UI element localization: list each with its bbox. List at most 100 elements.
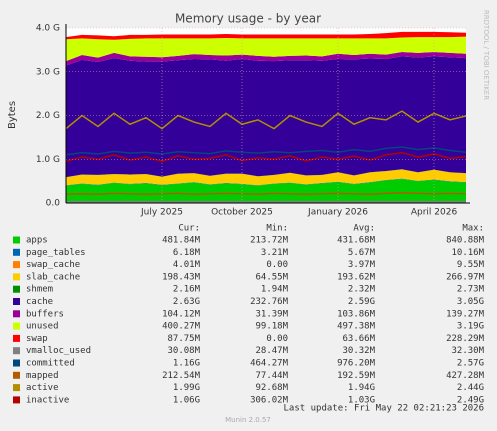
legend-stat: 0.00 (266, 334, 288, 344)
legend-stat: 5.67M (348, 248, 376, 258)
line (65, 151, 467, 163)
legend-stat: 1.99G (173, 383, 200, 393)
legend-label: committed (26, 359, 75, 369)
legend-header: Max: (462, 224, 484, 234)
legend-stat: 1.94G (348, 383, 375, 393)
legend-label: apps (26, 236, 48, 246)
legend-stat: 0.00 (266, 260, 288, 270)
legend-stat: 2.57G (457, 359, 484, 369)
legend-stat: 103.86M (337, 309, 376, 319)
legend-stat: 1.16G (173, 359, 200, 369)
legend-stat: 212.54M (162, 371, 201, 381)
legend-stat: 99.18M (255, 322, 288, 332)
legend-stat: 87.75M (167, 334, 200, 344)
area (66, 56, 466, 178)
legend-stat: 63.66M (342, 334, 375, 344)
area (66, 36, 466, 62)
legend-label: swap (26, 334, 48, 344)
legend-stat: 2.16M (173, 285, 201, 295)
legend-stat: 266.97M (446, 272, 485, 282)
legend-label: slab_cache (26, 272, 80, 282)
legend-swatch (13, 371, 20, 379)
legend-stat: 1.06G (173, 395, 200, 405)
legend-stat: 92.68M (255, 383, 288, 393)
legend-stat: 1.03G (348, 395, 375, 405)
legend-label: swap_cache (26, 260, 80, 270)
legend-label: page_tables (26, 248, 86, 258)
legend-stat: 2.44G (457, 383, 484, 393)
legend-stat: 232.76M (250, 297, 289, 307)
legend-stat: 3.19G (457, 322, 484, 332)
legend-swatch (13, 334, 20, 342)
x-tick-label: January 2026 (307, 208, 368, 218)
legend-stat: 400.27M (162, 322, 201, 332)
legend-stat: 3.05G (457, 297, 484, 307)
legend-label: mapped (26, 371, 59, 381)
legend-stat: 139.27M (446, 309, 485, 319)
legend-stat: 32.30M (451, 346, 484, 356)
area (66, 51, 466, 66)
legend-stat: 431.68M (337, 236, 376, 246)
legend-stat: 10.16M (451, 248, 484, 258)
legend-stat: 6.18M (173, 248, 201, 258)
legend-label: inactive (26, 395, 69, 405)
legend-stat: 2.49G (457, 395, 484, 405)
legend-stat: 840.88M (446, 236, 485, 246)
legend-stat: 28.47M (255, 346, 288, 356)
legend-header: Avg: (353, 224, 375, 234)
legend-stat: 3.21M (261, 248, 289, 258)
legend-stat: 481.84M (162, 236, 201, 246)
y-tick-label: 0.0 (46, 199, 61, 209)
legend-swatch (13, 322, 20, 330)
y-axis-label: Bytes (7, 101, 18, 129)
legend-stat: 228.29M (446, 334, 485, 344)
legend-swatch (13, 261, 20, 269)
legend-stat: 2.32M (348, 285, 376, 295)
legend-stat: 464.27M (250, 359, 289, 369)
legend-stat: 1.94M (261, 285, 289, 295)
y-tick-label: 1.0 G (36, 155, 60, 165)
chart-title: Memory usage - by year (175, 12, 321, 26)
legend-stat: 976.20M (337, 359, 376, 369)
area (66, 31, 466, 40)
legend-swatch (13, 236, 20, 244)
legend-stat: 4.01M (173, 260, 201, 270)
legend-label: vmalloc_used (26, 346, 91, 356)
y-tick-label: 3.0 G (36, 67, 60, 77)
legend-stat: 497.38M (337, 322, 376, 332)
legend-stat: 427.28M (446, 371, 485, 381)
legend-swatch (13, 298, 20, 305)
legend-stat: 30.32M (342, 346, 375, 356)
legend-swatch (13, 347, 20, 355)
legend-stat: 2.73M (457, 285, 485, 295)
legend-stat: 31.39M (255, 309, 288, 319)
legend-stat: 306.02M (250, 395, 289, 405)
legend-stat: 104.12M (162, 309, 201, 319)
legend-stat: 30.08M (167, 346, 200, 356)
y-tick-label: 4.0 G (36, 24, 60, 34)
line (65, 146, 467, 156)
legend-stat: 193.62M (337, 272, 376, 282)
legend-stat: 3.97M (348, 260, 376, 270)
last-update: Last update: Fri May 22 02:21:23 2026 (284, 404, 484, 414)
legend-label: unused (26, 322, 59, 332)
legend-swatch (13, 248, 20, 256)
area (66, 169, 466, 178)
legend-stat: 77.44M (255, 371, 288, 381)
legend-stat: 2.63G (173, 297, 200, 307)
legend-swatch (13, 384, 20, 392)
legend-header: Min: (266, 224, 288, 234)
legend-stat: 64.55M (255, 272, 288, 282)
legend-label: active (26, 383, 59, 393)
legend-stat: 2.59G (348, 297, 375, 307)
line (65, 192, 467, 196)
legend-swatch (13, 273, 20, 281)
x-tick-label: July 2025 (140, 208, 183, 218)
legend-stat: 9.55M (457, 260, 485, 270)
area (66, 178, 466, 203)
legend-header: Cur: (178, 224, 200, 234)
legend-stat: 213.72M (250, 236, 289, 246)
legend-stat: 192.59M (337, 371, 376, 381)
